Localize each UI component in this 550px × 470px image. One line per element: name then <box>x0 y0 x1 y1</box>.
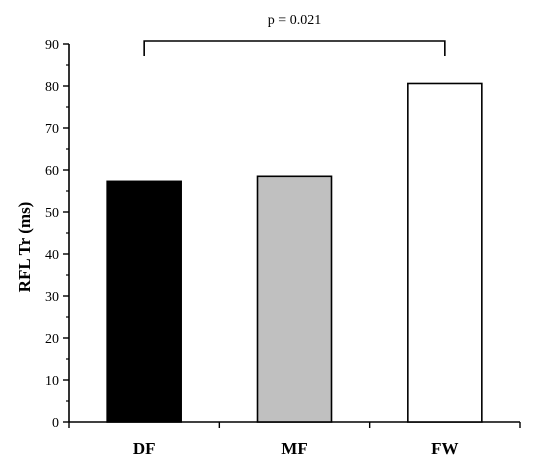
y-tick-label: 60 <box>45 164 59 179</box>
x-axis: DF MF FW <box>68 421 521 458</box>
p-value-annotation: p = 0.021 <box>268 13 321 28</box>
y-tick-label: 90 <box>45 38 59 53</box>
x-tick-label: FW <box>431 439 458 458</box>
bar-mf <box>256 175 333 423</box>
bar-fw <box>407 82 483 423</box>
y-axis: 0 10 20 30 40 50 60 70 80 90 <box>45 38 70 431</box>
x-tick-label: MF <box>281 439 307 458</box>
y-tick-label: 80 <box>45 80 59 95</box>
bracket-line <box>143 40 446 56</box>
y-tick-label: 70 <box>45 122 59 137</box>
y-tick-label: 40 <box>45 248 59 263</box>
y-tick-label: 10 <box>45 374 59 389</box>
y-tick-label: 0 <box>52 416 59 431</box>
bar-df <box>106 180 182 423</box>
y-tick-label: 30 <box>45 290 59 305</box>
bars <box>106 82 483 423</box>
y-axis-title: RFL Tr (ms) <box>15 202 34 293</box>
y-tick-label: 20 <box>45 332 59 347</box>
x-tick-label: DF <box>133 439 156 458</box>
significance-bracket <box>143 40 446 56</box>
y-tick-label: 50 <box>45 206 59 221</box>
